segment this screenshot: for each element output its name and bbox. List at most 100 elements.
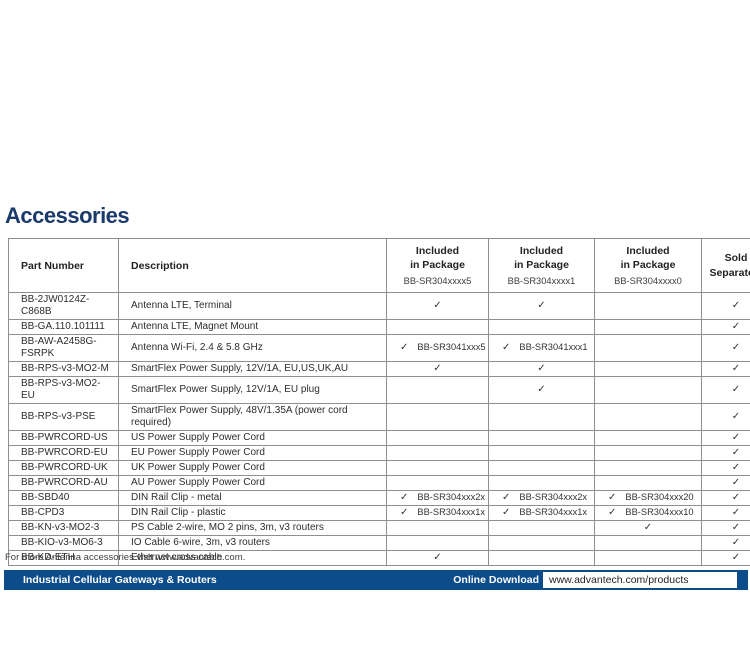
description-cell: SmartFlex Power Supply, 12V/1A, EU,US,UK… <box>118 361 387 377</box>
included-in-package-cell: ✓ BB-SR304xxx1x <box>386 505 489 521</box>
footer-download-label: Online Download <box>453 574 539 586</box>
sold-separately-cell: ✓ <box>701 535 750 551</box>
header-line: Separately <box>709 266 750 279</box>
check-icon: ✓ <box>731 552 741 563</box>
header-model: BB-SR304xxxx5 <box>403 275 472 286</box>
sold-separately-cell: ✓ <box>701 430 750 446</box>
part-number-cell: BB-KIO-v3-MO6-3 <box>8 535 119 551</box>
included-in-package-cell <box>594 535 702 551</box>
included-in-package-cell <box>386 535 489 551</box>
included-in-package-cell <box>488 430 595 446</box>
included-in-package-cell <box>594 361 702 377</box>
check-icon: ✓ <box>731 507 741 518</box>
included-in-package-cell <box>594 292 702 320</box>
included-in-package-cell: ✓ BB-SR304xxx2x <box>386 490 489 506</box>
included-in-package-cell: ✓ <box>488 361 595 377</box>
included-in-package-cell: ✓ BB-SR304xxx10 <box>594 505 702 521</box>
header-model: BB-SR304xxxx1 <box>507 275 576 286</box>
description-cell: US Power Supply Power Cord <box>118 430 387 446</box>
check-icon: ✓ <box>400 342 409 353</box>
check-icon: ✓ <box>433 300 442 311</box>
table-row: BB-RPS-v3-MO2-EU SmartFlex Power Supply, … <box>8 376 750 404</box>
included-in-package-cell <box>386 460 489 476</box>
sold-separately-cell: ✓ <box>701 361 750 377</box>
part-number-cell: BB-RPS-v3-PSE <box>8 403 119 431</box>
included-in-package-cell <box>488 535 595 551</box>
check-icon: ✓ <box>400 507 409 518</box>
sold-separately-cell: ✓ <box>701 505 750 521</box>
description-cell: Ethernet cross cable <box>118 550 387 566</box>
table-row: BB-2JW0124Z-C868B Antenna LTE, Terminal ✓ ✓… <box>8 292 750 320</box>
header-line: in Package <box>620 259 676 272</box>
antenna-accessories-note: For more Antenna accessories visit www.a… <box>5 552 246 563</box>
table-row: BB-KIO-v3-MO6-3 IO Cable 6-wire, 3m, v3 r… <box>8 535 750 551</box>
column-header-included-pkg-1: Included in Package BB-SR304xxxx1 <box>488 238 595 293</box>
check-icon: ✓ <box>433 363 442 374</box>
check-icon: ✓ <box>400 492 409 503</box>
table-row: BB-KN-v3-MO2-3 PS Cable 2-wire, MO 2 pins… <box>8 520 750 536</box>
part-number-cell: BB-GA.110.101111 <box>8 319 119 335</box>
included-in-package-cell: ✓ <box>488 376 595 404</box>
check-icon: ✓ <box>731 384 741 395</box>
included-in-package-cell <box>488 319 595 335</box>
column-header-included-pkg-0: Included in Package BB-SR304xxxx0 <box>594 238 702 293</box>
package-code: BB-SR3041xxx1 <box>519 342 588 353</box>
part-number-cell: BB-PWRCORD-US <box>8 430 119 446</box>
table-row: BB-RPS-v3-PSE SmartFlex Power Supply, 48V… <box>8 403 750 431</box>
description-cell: AU Power Supply Power Cord <box>118 475 387 491</box>
footer-download-url[interactable]: www.advantech.com/products <box>543 572 737 588</box>
check-icon: ✓ <box>502 342 511 353</box>
check-icon: ✓ <box>731 537 741 548</box>
included-in-package-cell <box>488 460 595 476</box>
check-icon: ✓ <box>537 384 546 395</box>
included-in-package-cell <box>594 475 702 491</box>
sold-separately-cell: ✓ <box>701 292 750 320</box>
column-header-included-pkg-5: Included in Package BB-SR304xxxx5 <box>386 238 489 293</box>
header-model: BB-SR304xxxx0 <box>614 275 682 286</box>
check-icon: ✓ <box>537 300 546 311</box>
included-in-package-cell <box>594 334 702 362</box>
included-in-package-cell: ✓ BB-SR3041xxx1 <box>488 334 595 362</box>
sold-separately-cell: ✓ <box>701 445 750 461</box>
included-in-package-cell <box>386 319 489 335</box>
part-number-cell: BB-KD-ETH <box>8 550 119 566</box>
table-header-row: Part Number Description Included in Pack… <box>8 238 750 293</box>
part-number-cell: BB-PWRCORD-UK <box>8 460 119 476</box>
included-in-package-cell <box>594 403 702 431</box>
included-in-package-cell <box>386 376 489 404</box>
check-icon: ✓ <box>433 552 442 563</box>
included-in-package-cell: ✓ <box>386 292 489 320</box>
check-icon: ✓ <box>608 507 617 518</box>
column-header-sold-separately: Sold Separately <box>701 238 750 293</box>
description-cell: DIN Rail Clip - plastic <box>118 505 387 521</box>
header-line: Sold <box>724 252 748 265</box>
included-in-package-cell: ✓ BB-SR3041xxx5 <box>386 334 489 362</box>
table-row: BB-PWRCORD-US US Power Supply Power Cord ✓ <box>8 430 750 446</box>
part-number-cell: BB-RPS-v3-MO2-M <box>8 361 119 377</box>
description-cell: UK Power Supply Power Cord <box>118 460 387 476</box>
check-icon: ✓ <box>537 363 546 374</box>
included-in-package-cell <box>386 445 489 461</box>
header-line: in Package <box>514 259 569 272</box>
table-row: BB-KD-ETH Ethernet cross cable ✓ ✓ <box>8 550 750 566</box>
included-in-package-cell <box>488 550 595 566</box>
header-line: Included <box>626 245 670 258</box>
included-in-package-cell <box>386 475 489 491</box>
page-title: Accessories <box>5 203 130 228</box>
included-in-package-cell: ✓ <box>488 292 595 320</box>
table-row: BB-SBD40 DIN Rail Clip - metal ✓ BB-SR304xx… <box>8 490 750 506</box>
package-code: BB-SR304xxx1x <box>417 507 486 518</box>
part-number-cell: BB-SBD40 <box>8 490 119 506</box>
check-icon: ✓ <box>731 492 741 503</box>
check-icon: ✓ <box>731 432 741 443</box>
included-in-package-cell: ✓ BB-SR304xxx1x <box>488 505 595 521</box>
header-line: Included <box>519 245 564 258</box>
accessories-table-wrap: Part Number Description Included in Pack… <box>8 238 750 566</box>
included-in-package-cell: ✓ <box>386 361 489 377</box>
check-icon: ✓ <box>731 300 741 311</box>
table-row: BB-PWRCORD-EU EU Power Supply Power Cord ✓ <box>8 445 750 461</box>
column-header-part-number: Part Number <box>8 238 119 293</box>
included-in-package-cell <box>488 475 595 491</box>
part-number-cell: BB-AW-A2458G-FSRPK <box>8 334 119 362</box>
